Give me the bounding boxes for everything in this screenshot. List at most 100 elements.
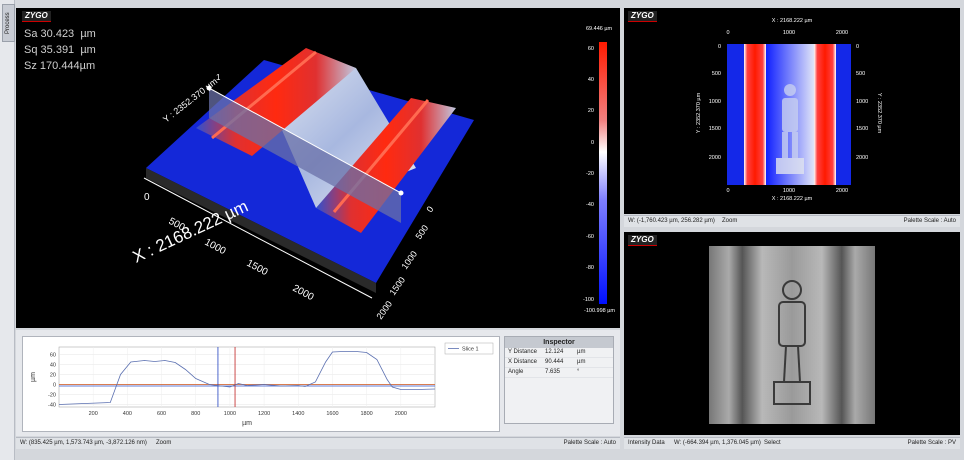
series-line-slice-1 [58,351,436,405]
svg-text:1000: 1000 [709,99,721,105]
surface-stats: Sa 30.423 µm Sq 35.391 µm Sz 170.444µm [24,26,96,74]
map-right-band [814,44,836,185]
x-tick-label: 1200 [258,411,270,417]
inspector-panel: Inspector Y Distance 12.124 µm X Distanc… [504,336,614,424]
svg-text:1500: 1500 [856,126,868,132]
svg-text:2000: 2000 [836,30,848,36]
svg-text:1000: 1000 [783,188,795,194]
profile-area: 60 40 20 0 -20 -40 200 400 600 800 1000 1200 1400 160… [16,330,620,436]
surface-3d-view[interactable]: ZYGO Sa 30.423 µm Sq 35.391 µm Sz 170.44… [16,8,620,328]
svg-text:1000: 1000 [856,99,868,105]
y-tick-2000: 2000 [374,299,394,321]
map-top-label: X : 2168.222 µm [772,18,813,24]
svg-text:1500: 1500 [709,126,721,132]
status-bar-2d: W: (-1,760.423 µm, 256.282 µm) Zoom Pale… [624,215,960,227]
inspector-row-x-distance: X Distance 90.444 µm [505,358,613,368]
zygo-logo: ZYGO [22,11,51,22]
y-tick-label: 60 [50,353,56,359]
cb-tick-neg100: -100 [583,297,594,303]
inspector-row-y-distance: Y Distance 12.124 µm [505,348,613,358]
x-tick-label: 600 [157,411,166,417]
legend-box [444,342,494,355]
map-bottom-label: X : 2168.222 µm [772,196,813,202]
svg-text:1000: 1000 [783,30,795,36]
slice-line [208,87,402,194]
y-tick-500: 500 [413,223,430,241]
cb-tick-neg40: -40 [586,202,594,208]
map-top-ticks: 0 1000 2000 [726,30,848,36]
intensity-image[interactable] [624,232,960,435]
cb-tick-0: 0 [591,140,594,146]
x-axis-line [143,177,373,299]
cb-tick-60: 60 [588,46,594,52]
intensity-view[interactable]: ZYGO [624,232,960,435]
side-panel: Process Statistics [0,0,15,460]
status-2d-palette[interactable]: Palette Scale : Auto [903,218,956,224]
status-2d-mode[interactable]: Zoom [722,218,738,224]
intensity-figure [773,280,811,405]
x-tick-label: 200 [89,411,98,417]
profile-chart-panel[interactable]: 60 40 20 0 -20 -40 200 400 600 800 1000 1200 1400 160… [22,336,500,432]
slice-end-handle[interactable] [398,190,404,196]
map-left-label: Y : 2352.370 µm [696,92,702,133]
x-axis-label: µm [242,420,252,427]
cb-tick-neg60: -60 [586,234,594,240]
y-tick-1500: 1500 [387,275,407,297]
x-tick-1000: 1000 [203,237,228,257]
x-tick-label: 1000 [224,411,236,417]
cb-tick-neg20: -20 [586,171,594,177]
slice-plane [209,88,401,223]
map-figure [776,84,804,174]
y-axis-label: µm [30,372,37,382]
inspector-row-angle: Angle 7.635 ° [505,368,613,378]
process-statistics-tab[interactable]: Process Statistics [2,4,15,42]
status-palette[interactable]: Palette Scale : Auto [563,440,616,446]
map-right-label: Y : 2352.370 µm [876,93,882,134]
svg-text:0: 0 [718,44,721,50]
x-tick-label: 400 [123,411,132,417]
map-2d-plot[interactable]: X : 2168.222 µm X : 2168.222 µm Y : 2352… [624,8,960,214]
stat-sz: Sz 170.444µm [24,60,96,72]
plot-area [58,346,436,408]
cb-tick-20: 20 [588,108,594,114]
svg-text:2000: 2000 [836,188,848,194]
svg-text:0: 0 [726,188,729,194]
svg-text:0: 0 [726,30,729,36]
cb-tick-neg80: -80 [586,265,594,271]
cb-tick-40: 40 [588,77,594,83]
right-ridge [316,98,456,233]
colorbar-ticks: 60 40 20 0 -20 -40 -60 -80 -100 [583,46,594,303]
y-tick-label: 20 [50,373,56,379]
intensity-photo[interactable] [709,246,875,424]
svg-text:0: 0 [856,44,859,50]
x-tick-2000: 2000 [291,283,316,303]
status-intensity-coords: W: (-664.394 µm, 1,376.045 µm) [674,440,761,446]
status-bar-intensity: Intensity Data W: (-664.394 µm, 1,376.04… [624,437,960,449]
map-bottom-ticks: 0 1000 2000 [726,188,848,194]
y-tick-label: 0 [53,383,56,389]
slice-label: 1 [216,73,221,82]
status-mode[interactable]: Zoom [156,440,172,446]
svg-text:500: 500 [856,71,865,77]
y-tick-1000: 1000 [399,249,419,271]
slice-start-handle[interactable] [206,85,212,91]
x-tick-label: 2000 [395,411,407,417]
map-right-ticks: 0 500 1000 1500 2000 [856,44,868,161]
x-tick-label: 800 [191,411,200,417]
status-intensity-palette[interactable]: Palette Scale : PV [907,440,956,446]
status-intensity-label: Intensity Data [628,440,665,446]
svg-text:2000: 2000 [709,155,721,161]
x-axis-label: X : 2168.222 µm [130,197,251,267]
x-tick-label: 1400 [292,411,304,417]
front-face [146,168,376,293]
surface-3d-plot[interactable]: 1 0 500 1000 1500 2000 X : 2168.222 µm Y… [16,8,620,328]
surface-2d-view[interactable]: ZYGO X : 2168.222 µm X : 2168.222 µm Y :… [624,8,960,214]
x-tick-label: 1800 [361,411,373,417]
map-left-band [744,44,766,185]
status-intensity-mode[interactable]: Select [764,440,781,446]
stat-sa: Sa 30.423 µm [24,28,96,40]
x-tick-label: 1600 [326,411,338,417]
status-coords: W: (835.425 µm, 1,573.743 µm, -3,872.126… [20,440,147,446]
zygo-logo-intensity: ZYGO [628,235,657,246]
